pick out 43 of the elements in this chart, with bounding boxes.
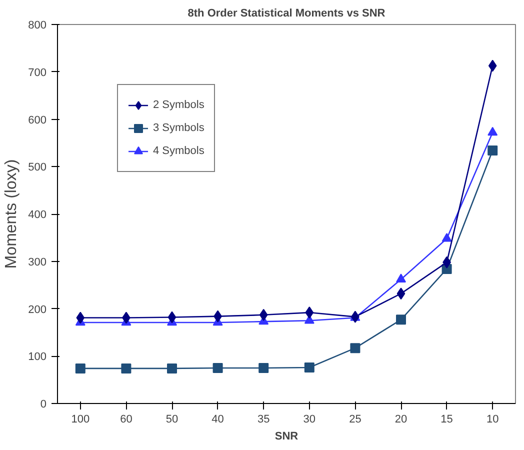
point bbox=[396, 288, 406, 300]
point bbox=[396, 274, 406, 282]
point bbox=[305, 306, 314, 319]
y-tick-label: 300 bbox=[28, 256, 47, 268]
point bbox=[258, 362, 269, 373]
x-tick-label: 40 bbox=[212, 414, 224, 426]
y-tick-label: 200 bbox=[28, 304, 47, 316]
y-tick-label: 500 bbox=[28, 162, 47, 174]
point bbox=[304, 362, 314, 372]
point bbox=[442, 232, 452, 242]
point bbox=[121, 363, 132, 374]
y-tick-label: 700 bbox=[28, 66, 47, 79]
legend-label: 3 Symbols bbox=[153, 122, 204, 134]
x-tick-label: 60 bbox=[120, 414, 132, 426]
x-tick-label: 50 bbox=[166, 414, 178, 426]
legend-label: 2 Symbols bbox=[153, 99, 204, 111]
x-tick-label: 30 bbox=[303, 414, 316, 426]
point bbox=[212, 362, 223, 373]
y-tick-label: 800 bbox=[28, 20, 47, 32]
point bbox=[168, 311, 176, 324]
x-tick-label: 100 bbox=[71, 414, 90, 426]
x-tick-label: 25 bbox=[349, 414, 362, 426]
chart-title: 8th Order Statistical Moments vs SNR bbox=[188, 8, 386, 20]
point bbox=[75, 363, 86, 374]
y-axis-title: Moments (loxy) bbox=[3, 159, 20, 269]
y-tick-label: 400 bbox=[28, 209, 47, 221]
x-tick-label: 35 bbox=[257, 414, 270, 426]
point bbox=[396, 314, 406, 325]
point bbox=[488, 126, 498, 136]
point bbox=[76, 312, 85, 324]
legend-label: 4 Symbols bbox=[153, 145, 204, 157]
x-axis-title: SNR bbox=[274, 430, 298, 442]
point bbox=[488, 146, 498, 156]
point bbox=[167, 363, 177, 374]
x-tick-label: 20 bbox=[394, 414, 408, 426]
x-tick-label: 10 bbox=[486, 414, 499, 426]
point bbox=[350, 343, 360, 354]
y-tick-label: 600 bbox=[28, 114, 47, 126]
point bbox=[259, 308, 268, 321]
point bbox=[488, 60, 497, 72]
x-tick-label: 15 bbox=[440, 414, 453, 426]
y-tick-label: 100 bbox=[28, 351, 47, 364]
y-tick-label: 0 bbox=[40, 398, 47, 410]
